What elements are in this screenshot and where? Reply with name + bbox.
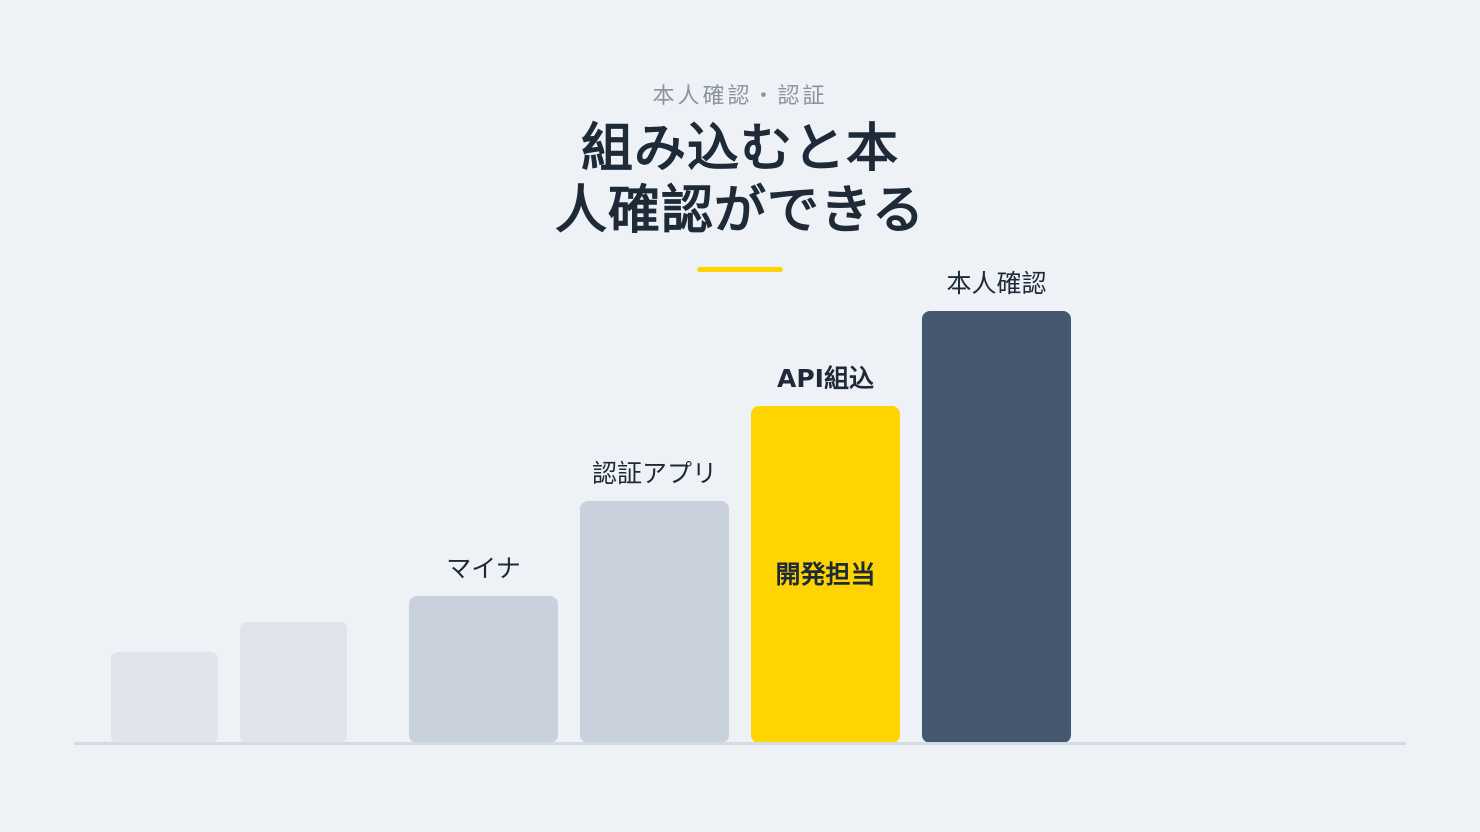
headline: 組み込むと本 人確認ができる [540, 118, 940, 242]
eyebrow-label: 本人確認・認証 [652, 84, 828, 109]
headline-line-1: 組み込むと本 [580, 119, 899, 179]
step-bar-5 [751, 406, 900, 743]
headline-line-2: 人確認ができる [555, 181, 925, 241]
step-inner-label-5: 開発担当 [775, 559, 876, 589]
step-label-5: API組込 [777, 364, 874, 393]
step-label-4: 認証アプリ [591, 459, 717, 488]
step-bar-3 [409, 596, 558, 743]
step-bar-4 [580, 501, 729, 743]
accent-underline [697, 267, 783, 272]
baseline [74, 742, 1406, 745]
step-bar-1 [111, 652, 218, 743]
step-label-3: マイナ [446, 554, 521, 583]
step-label-6: 本人確認 [946, 269, 1047, 298]
step-bar-6 [922, 311, 1071, 743]
step-bar-2 [240, 622, 347, 743]
